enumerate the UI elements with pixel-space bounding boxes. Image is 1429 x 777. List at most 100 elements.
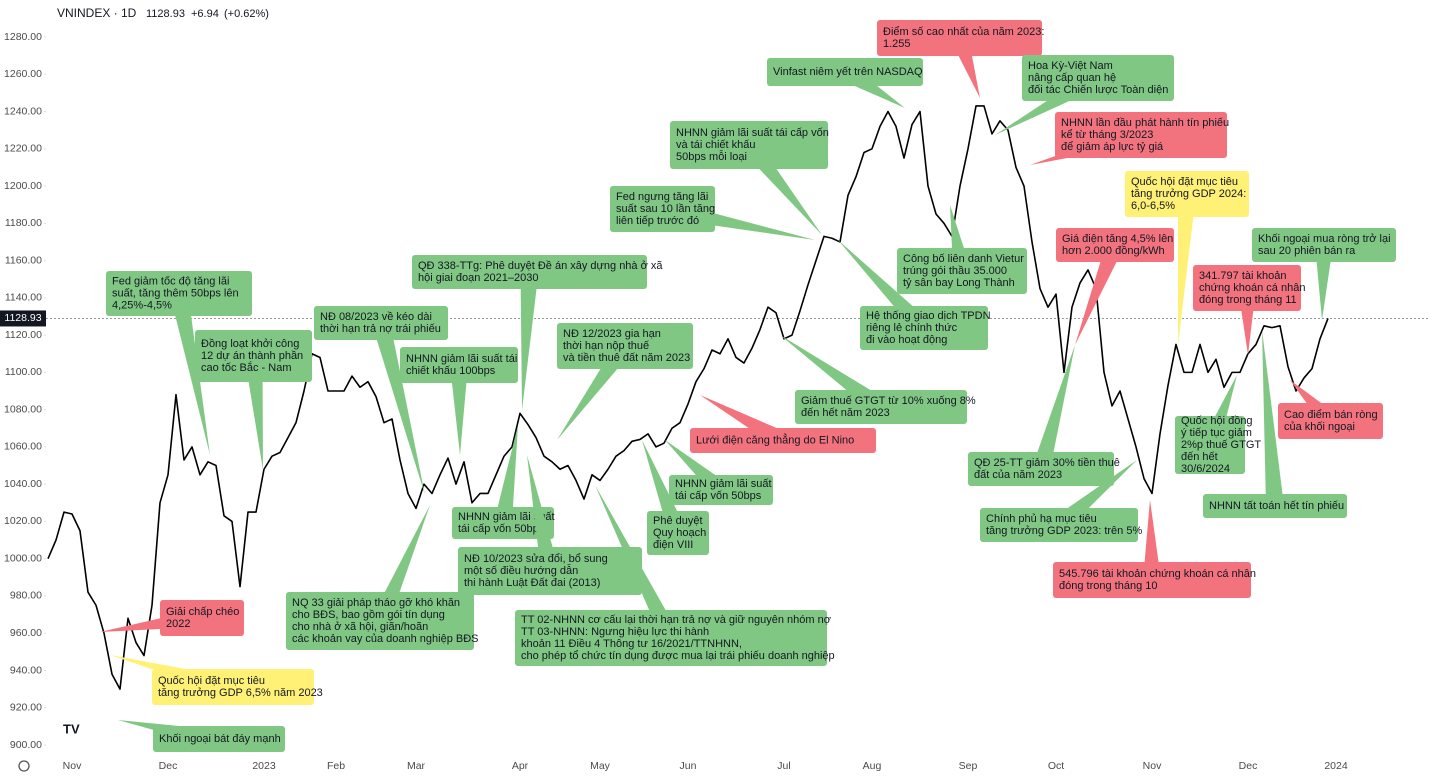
annotation-pointer bbox=[1032, 345, 1075, 472]
annotation-box bbox=[286, 592, 474, 650]
annotation-text: NHNN giảm lãi suất tái bbox=[406, 353, 517, 365]
annotation-text: liên tiếp trước đó bbox=[616, 215, 699, 227]
annotation-text: Lưới điện căng thẳng do El Nino bbox=[696, 433, 854, 446]
header-change: +6.94 bbox=[191, 8, 219, 20]
annotation-box bbox=[152, 669, 314, 705]
annotation-pointer bbox=[520, 271, 539, 410]
annotation-box bbox=[1022, 55, 1174, 101]
annotation-text: tăng trưởng GDP 2023: trên 5% bbox=[986, 525, 1142, 537]
y-tick-label: 1280.00 bbox=[4, 31, 42, 43]
y-tick-label: 1120.00 bbox=[5, 329, 42, 341]
annotation-pointer bbox=[595, 485, 680, 643]
annotation-text: TT 03-NHNN: Ngưng hiệu lực thi hành bbox=[521, 626, 709, 638]
annotation-text: kể từ tháng 3/2023 bbox=[1061, 129, 1153, 141]
annotation-text: và tái chiết khấu bbox=[676, 139, 756, 151]
annotation-text: đóng trong tháng 10 bbox=[1059, 580, 1157, 592]
annotation-box bbox=[860, 306, 988, 350]
annotation-text: Quy hoạch bbox=[653, 527, 706, 539]
last-price-label: 1128.93 bbox=[4, 312, 41, 324]
annotation-box bbox=[767, 58, 923, 86]
x-tick-label: Oct bbox=[1048, 760, 1064, 772]
annotation-text: NĐ 12/2023 gia hạn bbox=[563, 328, 661, 340]
annotation-text: Fed ngưng tăng lãi bbox=[616, 191, 708, 203]
y-tick-label: 920.00 bbox=[10, 702, 42, 714]
x-tick-label: Apr bbox=[512, 760, 529, 772]
annotation-box bbox=[1056, 228, 1174, 262]
annotation-box bbox=[669, 475, 773, 505]
annotation-text: thi hành Luật Đất đai (2013) bbox=[464, 577, 600, 589]
annotation-text: và tiền thuê đất năm 2023 bbox=[563, 352, 690, 364]
y-tick-label: 1040.00 bbox=[4, 478, 42, 490]
annotation-text: của khối ngoại bbox=[1284, 421, 1355, 433]
x-tick-label: Aug bbox=[863, 760, 882, 772]
annotation-text: QĐ 25-TT giảm 30% tiền thuê bbox=[974, 457, 1120, 469]
annotation-text: cho nhà ở xã hội, giãn/hoãn bbox=[292, 621, 428, 633]
annotation-text: trúng gói thầu 35.000 bbox=[903, 265, 1007, 277]
header-change-pct: (+0.62%) bbox=[224, 8, 269, 20]
annotation-box bbox=[106, 271, 252, 316]
annotation-pointer bbox=[527, 455, 559, 573]
x-tick-label: Jun bbox=[680, 760, 697, 772]
annotation-pointer bbox=[1262, 330, 1284, 507]
annotation-text: Điểm số cao nhất của năm 2023: bbox=[883, 26, 1044, 38]
annotation-text: 4,25%-4,5% bbox=[112, 299, 172, 311]
annotation-text: hội giai đoạn 2021–2030 bbox=[418, 272, 539, 284]
annotation-text: riêng lẻ chính thức bbox=[866, 322, 958, 334]
y-tick-label: 1220.00 bbox=[4, 143, 42, 155]
x-tick-label: Dec bbox=[159, 760, 178, 772]
annotation-text: cho BĐS, bao gồm gói tín dụng bbox=[292, 609, 445, 621]
x-tick-label: May bbox=[590, 760, 611, 772]
annotation-text: 12 dự án thành phần bbox=[201, 350, 303, 362]
annotation-text: đất của năm 2023 bbox=[974, 469, 1062, 481]
annotation-box bbox=[412, 255, 647, 289]
annotation-text: chứng khoán cá nhân bbox=[1199, 282, 1305, 294]
x-tick-label: Sep bbox=[959, 760, 978, 772]
annotation-text: Hoa Kỳ-Việt Nam bbox=[1028, 60, 1113, 72]
annotation-text: NHNN tất toán hết tín phiếu bbox=[1209, 500, 1344, 512]
annotation-text: tỷ sân bay Long Thành bbox=[903, 277, 1015, 289]
annotation-text: Hệ thống giao dịch TPDN bbox=[866, 310, 991, 322]
line-layer bbox=[47, 105, 1329, 690]
annotation-text: TT 02-NHNN cơ cấu lại thời hạn trả nợ và… bbox=[521, 614, 831, 626]
annotation-box bbox=[557, 323, 693, 369]
annotation-text: Khối ngoại bát đáy mạnh bbox=[159, 733, 281, 745]
y-tick-label: 1180.00 bbox=[5, 217, 42, 229]
annotation-box bbox=[195, 330, 312, 382]
annotation-box bbox=[690, 428, 876, 453]
annotation-box bbox=[670, 121, 828, 169]
annotation-text: 2%p thuế GTGT bbox=[1181, 439, 1261, 451]
annotation-box bbox=[400, 347, 518, 383]
annotation-text: Giảm thuế GTGT từ 10% xuống 8% bbox=[801, 395, 976, 407]
annotation-text: ý tiếp tục giảm bbox=[1181, 427, 1252, 439]
annotation-text: NHNN giảm lãi suất bbox=[458, 511, 555, 523]
annotation-text: Quốc hội đặt mục tiêu bbox=[158, 675, 265, 687]
y-tick-label: 1100.00 bbox=[5, 366, 42, 378]
annotation-box bbox=[877, 20, 1042, 56]
annotation-box bbox=[647, 511, 709, 555]
annotation-box bbox=[1125, 171, 1249, 217]
annotation-text: hơn 2.000 đồng/kWh bbox=[1062, 245, 1165, 257]
y-tick-label: 940.00 bbox=[10, 664, 42, 676]
annotation-text: để giảm áp lực tỷ giá bbox=[1061, 141, 1164, 153]
x-tick-label: Jul bbox=[777, 760, 790, 772]
annotation-text: NĐ 08/2023 về kéo dài bbox=[320, 311, 432, 323]
annotation-text: khoản 11 Điều 4 Thông tư 16/2021/TTNHNN, bbox=[521, 638, 742, 650]
annotation-box bbox=[1193, 265, 1301, 311]
svg-text:TV: TV bbox=[63, 721, 80, 736]
annotation-text: Giá điện tăng 4,5% lên bbox=[1062, 233, 1173, 245]
settings-icon[interactable] bbox=[18, 760, 30, 772]
price-line bbox=[47, 105, 1329, 690]
annotation-text: Quốc hội đồng bbox=[1181, 415, 1253, 427]
annotation-text: Khối ngoại mua ròng trở lại bbox=[1258, 233, 1391, 245]
annotation-pointer bbox=[372, 320, 425, 495]
annotation-text: sau 20 phiên bán ra bbox=[1258, 245, 1356, 257]
annotation-box bbox=[1175, 416, 1245, 474]
x-tick-label: Feb bbox=[327, 760, 345, 772]
annotation-text: NĐ 10/2023 sửa đổi, bổ sung bbox=[464, 553, 608, 565]
x-tick-label: Nov bbox=[1143, 760, 1162, 772]
x-tick-label: Dec bbox=[1239, 760, 1258, 772]
annotation-text: 6,0-6,5% bbox=[1131, 200, 1175, 212]
annotation-text: NQ 33 giải pháp tháo gỡ khó khăn bbox=[292, 597, 460, 609]
annotation-text: đối tác Chiến lược Toàn diện bbox=[1028, 84, 1168, 96]
